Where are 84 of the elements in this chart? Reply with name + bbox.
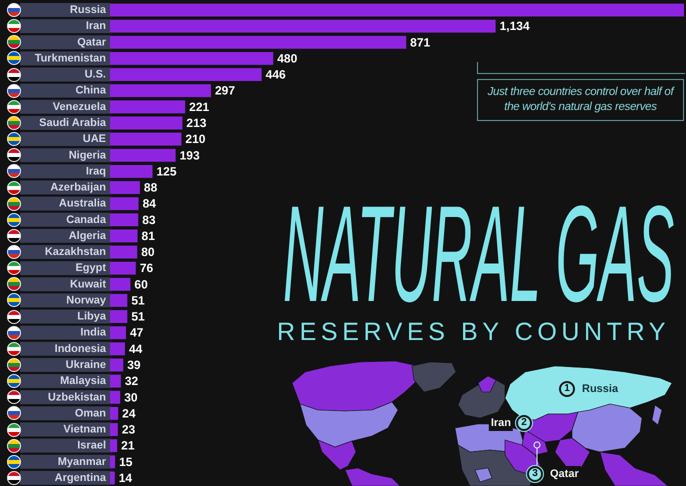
y-tick-label: Saudi Arabia (39, 117, 107, 129)
data-label: 44 (128, 342, 143, 356)
y-tick-label: Azerbaijan (50, 182, 106, 194)
bar (110, 262, 136, 275)
data-label: 24 (122, 406, 136, 420)
data-label: 60 (134, 277, 148, 292)
data-label: 221 (189, 100, 210, 114)
data-label: 51 (131, 310, 146, 324)
data-label: 76 (140, 261, 154, 276)
y-tick-label: Algeria (68, 230, 107, 242)
data-label: 193 (180, 148, 200, 162)
data-label: 30 (124, 390, 138, 404)
annotation: Just three countries control over half of the world's natural gas reserves (477, 79, 684, 121)
y-tick-label: Indonesia (54, 342, 107, 355)
bar (110, 213, 138, 226)
annotation: 2 (516, 415, 532, 431)
data-label: 83 (142, 212, 156, 227)
y-tick-label: Oman (74, 407, 106, 420)
data-label: 32 (124, 374, 139, 388)
y-tick-label: Turkmenistan (34, 52, 106, 64)
data-label: 51 (131, 293, 146, 308)
bar (110, 197, 139, 210)
data-label: 88 (144, 180, 158, 195)
bar (110, 342, 125, 356)
y-tick-label: Iran (86, 20, 106, 32)
data-label: 39 (127, 358, 141, 372)
data-label: 210 (185, 132, 206, 146)
bar (110, 229, 138, 242)
y-tick-label: Nigeria (68, 149, 107, 162)
data-label: 446 (266, 68, 286, 82)
y-tick-label: Malaysia (60, 375, 107, 388)
y-tick-label: Norway (66, 294, 107, 306)
annotation: 3 (527, 466, 543, 482)
data-label: 480 (277, 51, 298, 66)
annotation: 1 (559, 381, 575, 397)
y-tick-label: Kazakhstan (44, 246, 106, 258)
y-tick-label: U.S. (84, 68, 106, 81)
y-tick-label: Libya (77, 310, 107, 323)
data-label: 1,134 (500, 19, 530, 34)
y-tick-label: Egypt (75, 262, 106, 274)
data-label: 125 (156, 164, 177, 178)
y-tick-label: Venezuela (52, 100, 107, 113)
bar (110, 455, 116, 468)
bar (110, 246, 138, 259)
bar (110, 471, 115, 484)
y-tick-label: Myanmar (58, 456, 107, 468)
data-label: 297 (214, 84, 236, 98)
y-tick-label: Russia (70, 4, 107, 16)
bar (110, 326, 126, 340)
bar (110, 406, 118, 420)
y-tick-label: China (75, 84, 107, 97)
annotation: Russia (581, 382, 620, 397)
data-label: 47 (130, 326, 144, 340)
y-tick-label: Kuwait (70, 278, 106, 290)
data-label: 23 (122, 422, 136, 437)
data-label: 80 (141, 245, 155, 260)
data-label: 81 (142, 228, 156, 243)
annotation: Iran (488, 415, 513, 431)
bar (110, 423, 118, 436)
y-tick-label: Canada (66, 214, 107, 226)
data-label: 213 (186, 116, 207, 130)
y-tick-label: Australia (58, 198, 107, 210)
bar (110, 310, 128, 324)
y-tick-label: Uzbekistan (48, 391, 106, 404)
y-tick-label: Ukraine (66, 359, 106, 371)
data-label: 871 (410, 35, 431, 50)
bar (110, 358, 124, 372)
y-tick-label: UAE (82, 133, 106, 146)
y-tick-label: Israel (77, 440, 106, 452)
data-label: 84 (142, 196, 156, 211)
y-tick-label: Vietnam (63, 424, 106, 436)
bar (110, 278, 130, 291)
bar (110, 374, 121, 388)
y-tick-label: Argentina (54, 472, 107, 484)
bar (110, 390, 120, 404)
data-label: 14 (118, 470, 132, 485)
y-tick-label: Iraq (86, 165, 106, 178)
data-label: 21 (121, 438, 135, 453)
bar (110, 439, 118, 452)
data-label: 15 (119, 454, 133, 469)
y-tick-label: India (80, 326, 107, 339)
bar (110, 294, 128, 307)
annotation: Qatar (548, 466, 581, 482)
y-tick-label: Qatar (77, 36, 107, 48)
